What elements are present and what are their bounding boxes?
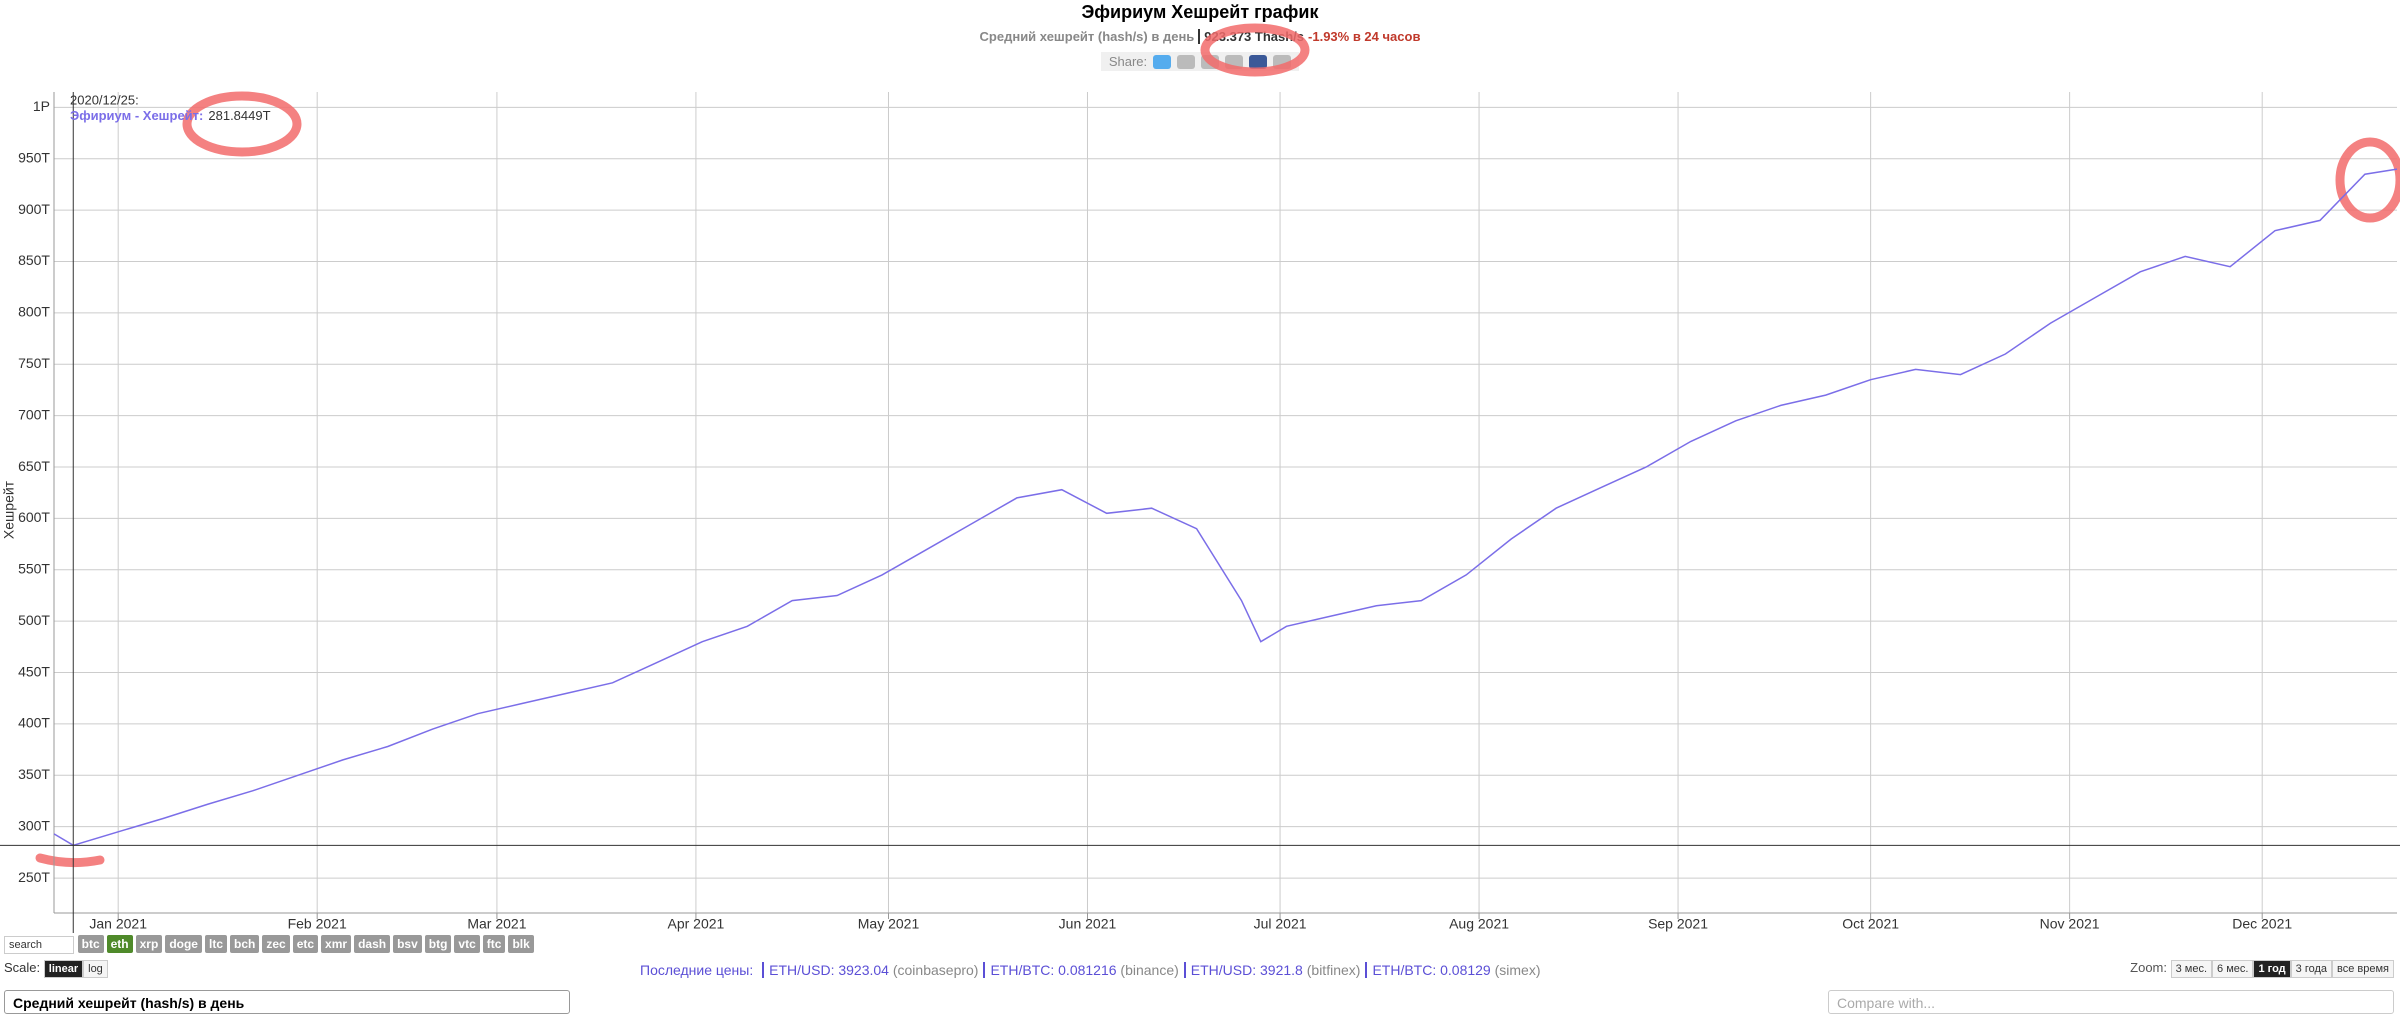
x-tick-label: Nov 2021	[2040, 916, 2100, 932]
price-source: (bitfinex)	[1306, 962, 1361, 978]
annotation-mark	[35, 853, 105, 868]
price-item: ETH/USD: 3923.04 (coinbasepro)	[762, 962, 979, 978]
x-tick-label: Dec 2021	[2232, 916, 2292, 932]
coin-tag[interactable]: blk	[508, 935, 534, 953]
y-tick-label: 900T	[18, 201, 50, 217]
y-tick-label: 550T	[18, 561, 50, 577]
coin-tag[interactable]: etc	[292, 935, 319, 953]
annotation-mark	[2335, 137, 2400, 223]
x-tick-label: Feb 2021	[288, 916, 347, 932]
coin-tag[interactable]: bch	[230, 935, 260, 953]
compare-select[interactable]: Compare with...	[1828, 990, 2394, 1014]
chart: Хешрейт 250T 300T 350T 400T 450T 500T 550T 600T…	[0, 23, 2400, 933]
y-tick-label: 750T	[18, 355, 50, 371]
coin-tag[interactable]: btc	[77, 935, 104, 953]
price-source: (coinbasepro)	[892, 962, 979, 978]
x-tick-label: Mar 2021	[467, 916, 526, 932]
x-tick-label: Apr 2021	[668, 916, 725, 932]
price-item: ETH/USD: 3921.8 (bitfinex)	[1183, 962, 1361, 978]
price-item: ETH/BTC: 0.08129 (simex)	[1365, 962, 1541, 978]
coin-tag[interactable]: ltc	[204, 935, 227, 953]
share-label: Share:	[1108, 54, 1148, 69]
title: Эфириум Хешрейт график	[1081, 2, 1319, 22]
y-tick-label: 800T	[18, 304, 50, 320]
tooltip-date: 2020/12/25:	[70, 92, 139, 107]
scale-label: Scale:	[4, 960, 41, 975]
y-axis-label: Хешрейт	[1, 480, 17, 539]
price-pair: ETH/USD: 3921.8	[1190, 962, 1303, 978]
coin-tag[interactable]: xmr	[321, 935, 352, 953]
price-pair: ETH/USD: 3923.04	[769, 962, 889, 978]
change: -1.93% в 24 часов	[1308, 29, 1421, 44]
coin-tag[interactable]: btg	[424, 935, 452, 953]
x-tick-label: May 2021	[858, 916, 920, 932]
zoom-button[interactable]: 1 год	[2253, 960, 2291, 978]
metric-select[interactable]: Средний хешрейт (hash/s) в день	[4, 990, 570, 1014]
search-input[interactable]: search	[4, 936, 74, 954]
y-tick-label: 300T	[18, 817, 50, 833]
coin-tag[interactable]: eth	[106, 935, 133, 953]
x-tick-label: Jul 2021	[1254, 916, 1307, 932]
annotation-mark	[1200, 23, 1310, 77]
controls: search btc eth xrp doge ltc bch zec etc xmr dash b…	[4, 935, 537, 978]
price-source: (simex)	[1494, 962, 1541, 978]
x-tick-label: Jun 2021	[1059, 916, 1117, 932]
coin-tag[interactable]: xrp	[135, 935, 163, 953]
coin-tag[interactable]: ftc	[482, 935, 506, 953]
price-pair: ETH/BTC: 0.08129	[1372, 962, 1491, 978]
tooltip-series-name: Эфириум - Хешрейт:	[70, 108, 203, 123]
zoom-button[interactable]: 3 мес.	[2170, 960, 2213, 978]
x-tick-label: Aug 2021	[1449, 916, 1509, 932]
annotation-mark	[182, 91, 302, 157]
scale-button[interactable]: linear	[43, 960, 84, 978]
price-pair: ETH/BTC: 0.081216	[990, 962, 1117, 978]
x-tick-label: Oct 2021	[1842, 916, 1899, 932]
x-tick-label: Sep 2021	[1648, 916, 1708, 932]
tooltip-value: 281.8449T	[208, 108, 270, 123]
coin-tag[interactable]: vtc	[454, 935, 480, 953]
zoom-button[interactable]: 3 года	[2290, 960, 2332, 978]
y-tick-label: 400T	[18, 715, 50, 731]
coin-tag[interactable]: dash	[354, 935, 391, 953]
scale-row: Scale: linear log	[4, 960, 537, 978]
zoom-button[interactable]: все время	[2332, 960, 2394, 978]
y-tick-label: 700T	[18, 406, 50, 422]
prices: Последние цены: ETH/USD: 3923.04 (coinba…	[640, 962, 1541, 978]
price-source: (binance)	[1120, 962, 1179, 978]
y-tick-label: 1P	[33, 98, 50, 114]
annotations	[35, 23, 2400, 868]
coin-tag[interactable]: doge	[165, 935, 202, 953]
y-tick-label: 350T	[18, 766, 50, 782]
coin-tag[interactable]: bsv	[393, 935, 422, 953]
y-tick-label: 500T	[18, 612, 50, 628]
zoom-button[interactable]: 6 мес.	[2212, 960, 2254, 978]
reddit-button[interactable]	[1177, 54, 1196, 69]
subtitle: Средний хешрейт (hash/s) в день	[979, 29, 1195, 44]
y-tick-label: 950T	[18, 149, 50, 165]
y-tick-label: 650T	[18, 458, 50, 474]
price-item: ETH/BTC: 0.081216 (binance)	[983, 962, 1179, 978]
tooltip-series: Эфириум - Хешрейт: 281.8449T	[70, 108, 271, 123]
coin-row: search btc eth xrp doge ltc bch zec etc xmr dash b…	[4, 935, 537, 954]
y-tick-label: 450T	[18, 663, 50, 679]
prices-label: Последние цены:	[640, 962, 754, 978]
x-tick-label: Jan 2021	[89, 916, 147, 932]
series-line	[53, 168, 2398, 847]
twitter-button[interactable]	[1153, 54, 1172, 69]
scale-button[interactable]: log	[83, 960, 108, 978]
coin-tag[interactable]: zec	[262, 935, 290, 953]
zoom-row: Zoom: 3 мес. 6 мес. 1 год 3 года все время	[2130, 960, 2394, 978]
y-tick-label: 600T	[18, 509, 50, 525]
zoom-label: Zoom:	[2130, 960, 2167, 975]
y-tick-label: 250T	[18, 869, 50, 885]
y-tick-label: 850T	[18, 252, 50, 268]
facebook-button[interactable]	[1249, 54, 1268, 69]
